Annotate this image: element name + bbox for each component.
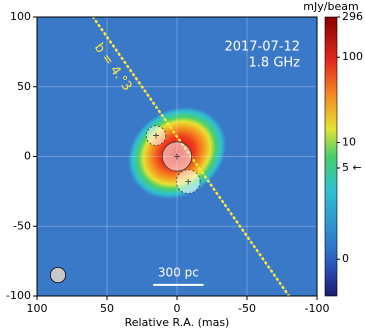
y-tick-label: 0 [24, 150, 31, 163]
colorbar-tick-label: 10 [342, 136, 356, 149]
component-center [153, 132, 159, 139]
x-tick-label: 0 [174, 302, 181, 315]
x-tick-label: 50 [100, 302, 114, 315]
x-tick-label: -50 [238, 302, 256, 315]
x-tick-label: 100 [27, 302, 48, 315]
y-tick-label: -50 [13, 219, 31, 232]
scalebar-label: 300 pc [158, 265, 199, 279]
x-axis-label: Relative R.A. (mas) [125, 316, 230, 329]
annotation: 2017-07-12 [224, 40, 300, 55]
colorbar-tick-label: 0 [342, 252, 349, 265]
component-center [185, 178, 192, 185]
colorbar-label: mJy/beam [303, 0, 358, 13]
y-tick-label: 100 [10, 10, 31, 23]
colorbar-tick-label: 100 [342, 50, 363, 63]
x-tick-label: -100 [305, 302, 330, 315]
colorbar [324, 16, 338, 297]
component-center [174, 153, 180, 160]
y-tick-label: -100 [6, 289, 31, 302]
y-tick-label: 50 [17, 80, 31, 93]
beam [49, 266, 67, 284]
plot [37, 17, 317, 296]
colorbar-tick-label: 296 [342, 10, 363, 23]
annotation: 1.8 GHz [249, 56, 301, 71]
colorbar-tick-label: 5 ← [342, 161, 362, 174]
